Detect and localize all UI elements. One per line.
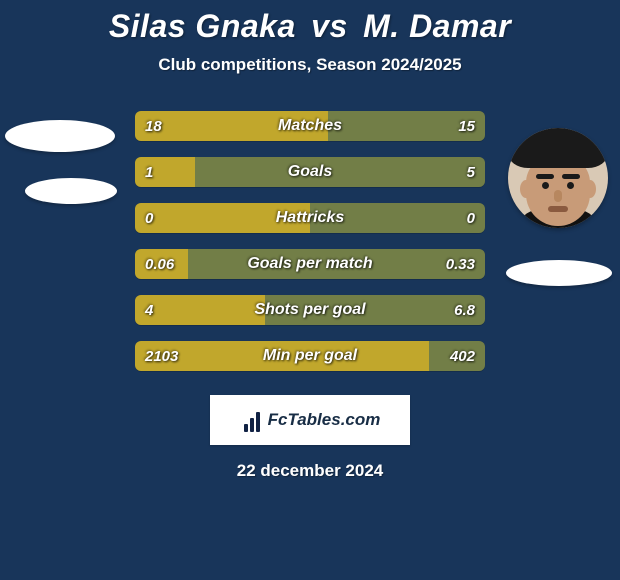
page-title: Silas Gnaka vs M. Damar xyxy=(0,8,620,45)
subtitle: Club competitions, Season 2024/2025 xyxy=(0,55,620,75)
stat-bar-left-fill xyxy=(135,295,265,325)
stat-bar-right-fill xyxy=(310,203,485,233)
stat-bar: 2103402Min per goal xyxy=(135,341,485,371)
player2-name: M. Damar xyxy=(363,8,511,44)
player1-avatar-placeholder xyxy=(5,120,115,152)
stat-bar: 46.8Shots per goal xyxy=(135,295,485,325)
stat-value-right: 6.8 xyxy=(454,295,475,325)
stat-bar-left-fill xyxy=(135,203,310,233)
stat-value-left: 0.06 xyxy=(145,249,174,279)
player2-avatar xyxy=(508,128,608,228)
stat-value-right: 0.33 xyxy=(446,249,475,279)
player2-club-placeholder xyxy=(506,260,612,286)
stat-value-left: 18 xyxy=(145,111,162,141)
stat-bar: 15Goals xyxy=(135,157,485,187)
snapshot-date: 22 december 2024 xyxy=(0,461,620,481)
stat-bar-left-fill xyxy=(135,157,195,187)
player1-name: Silas Gnaka xyxy=(109,8,296,44)
vs-separator: vs xyxy=(311,8,348,44)
stat-bar-right-fill xyxy=(188,249,486,279)
stat-bar: 0.060.33Goals per match xyxy=(135,249,485,279)
bar-chart-icon xyxy=(240,408,264,432)
stat-bar: 1815Matches xyxy=(135,111,485,141)
stat-value-right: 5 xyxy=(467,157,475,187)
watermark: FcTables.com xyxy=(210,395,410,445)
stat-bars: 1815Matches15Goals00Hattricks0.060.33Goa… xyxy=(135,111,485,371)
watermark-text: FcTables.com xyxy=(268,410,381,430)
stat-bar-right-fill xyxy=(195,157,486,187)
stat-value-left: 2103 xyxy=(145,341,178,371)
stat-bar-left-fill xyxy=(135,111,328,141)
stat-value-right: 15 xyxy=(458,111,475,141)
stat-value-left: 0 xyxy=(145,203,153,233)
comparison-card: Silas Gnaka vs M. Damar Club competition… xyxy=(0,0,620,580)
stat-bar-left-fill xyxy=(135,341,429,371)
player1-club-placeholder xyxy=(25,178,117,204)
stat-value-right: 0 xyxy=(467,203,475,233)
stat-bar-right-fill xyxy=(265,295,486,325)
stat-value-left: 4 xyxy=(145,295,153,325)
stat-value-left: 1 xyxy=(145,157,153,187)
stat-bar: 00Hattricks xyxy=(135,203,485,233)
stat-value-right: 402 xyxy=(450,341,475,371)
